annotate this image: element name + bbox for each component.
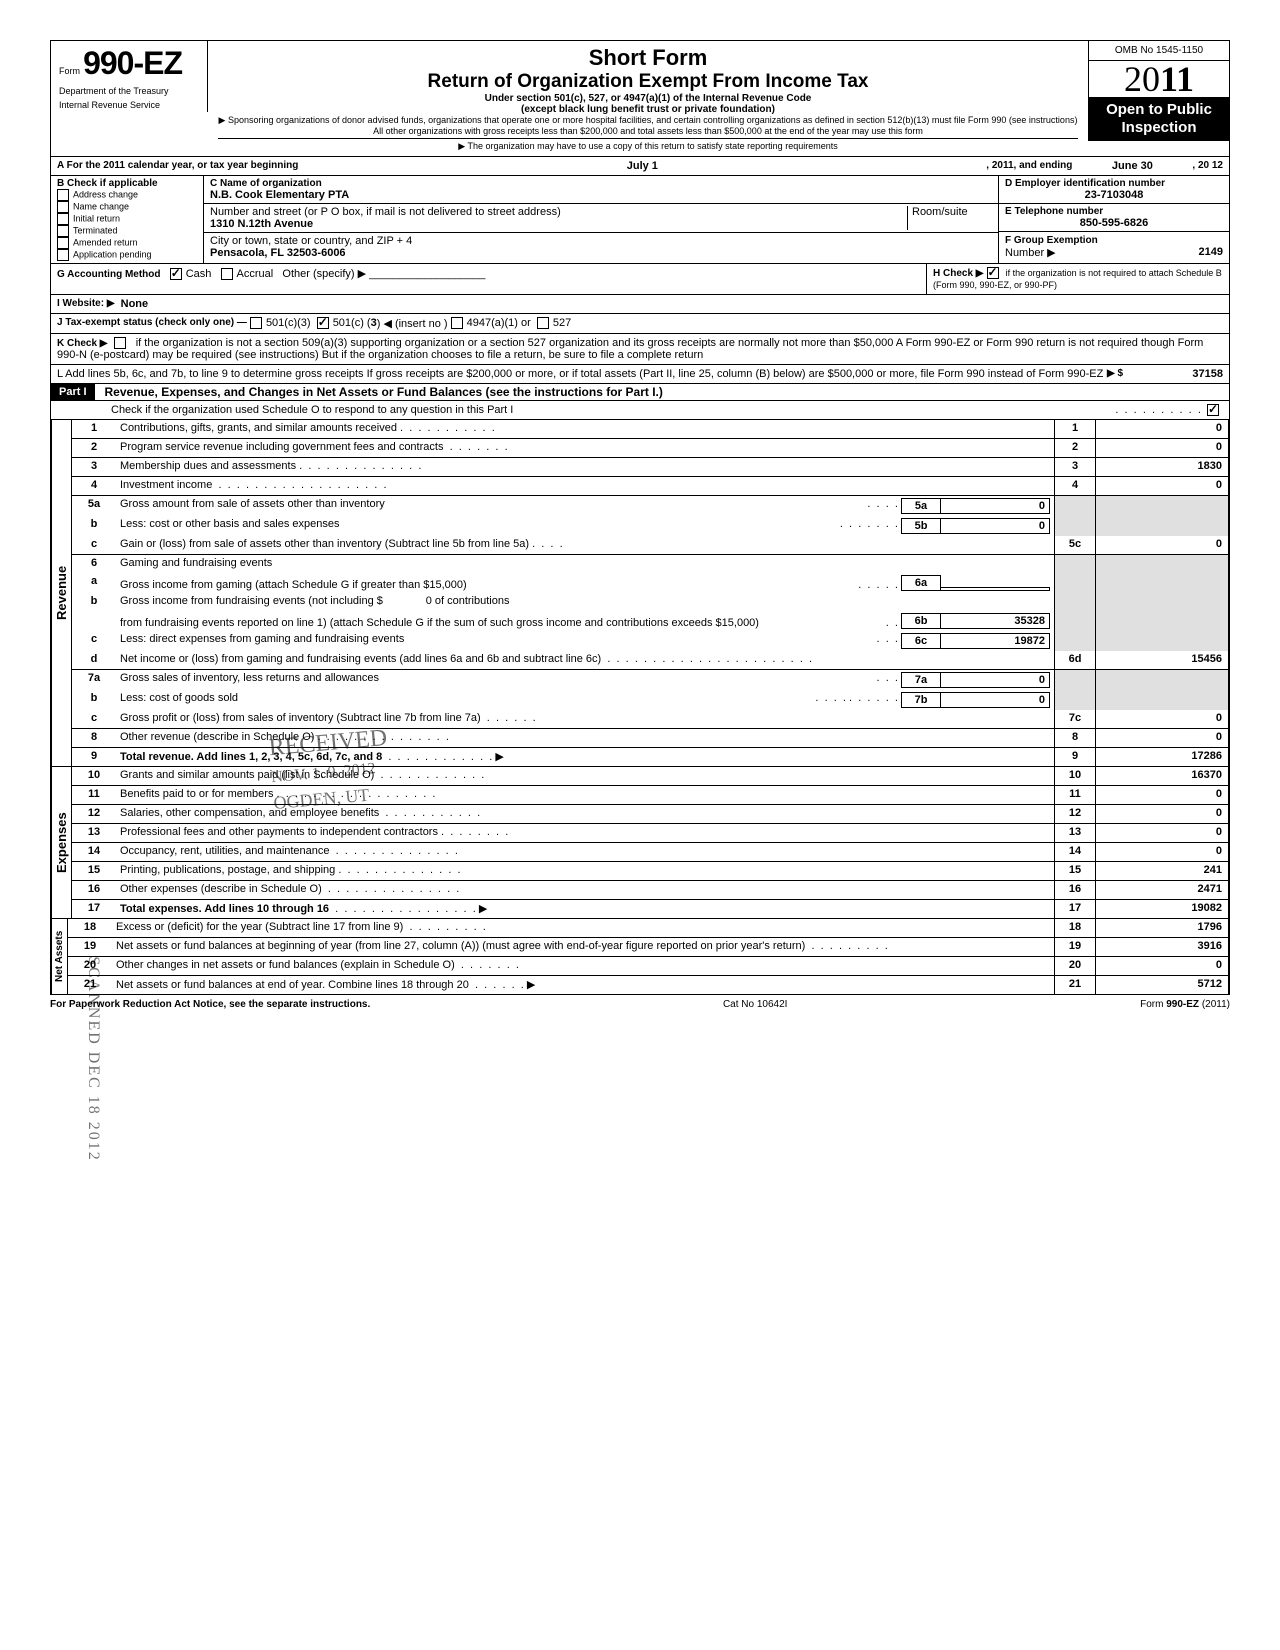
k-label: K Check ▶	[57, 338, 107, 349]
l-val: 37158	[1123, 368, 1223, 380]
l-text: L Add lines 5b, 6c, and 7b, to line 9 to…	[57, 368, 1107, 380]
k-text: if the organization is not a section 509…	[57, 337, 1203, 361]
expenses-section: Expenses 10Grants and similar amounts pa…	[50, 767, 1230, 919]
part1-check-row: Check if the organization used Schedule …	[50, 401, 1230, 420]
cat-no: Cat No 10642I	[723, 999, 788, 1010]
d-label: D Employer identification number	[1005, 178, 1223, 189]
a-end-year: , 20 12	[1192, 160, 1223, 172]
a-begin: July 1	[298, 160, 986, 172]
part1-title: Revenue, Expenses, and Changes in Net As…	[95, 385, 1229, 399]
form-prefix: Form	[59, 66, 80, 76]
cb-501c[interactable]	[317, 317, 329, 329]
title-short: Short Form	[218, 45, 1078, 71]
title-except: (except black lung benefit trust or priv…	[218, 104, 1078, 115]
paperwork: For Paperwork Reduction Act Notice, see …	[50, 999, 370, 1010]
col-b: B Check if applicable Address change Nam…	[51, 176, 204, 263]
dept-treasury: Department of the Treasury	[51, 84, 207, 98]
i-label: I Website: ▶	[57, 298, 115, 310]
cb-527[interactable]	[537, 317, 549, 329]
j-row: J Tax-exempt status (check only one) — 5…	[50, 314, 1230, 334]
open-public: Open to Public Inspection	[1089, 97, 1229, 141]
ein: 23-7103048	[1005, 189, 1223, 201]
col-c: C Name of organization N.B. Cook Element…	[204, 176, 999, 263]
cb-accrual[interactable]	[221, 268, 233, 280]
k-row: K Check ▶ if the organization is not a s…	[50, 334, 1230, 365]
i-row: I Website: ▶ None	[50, 295, 1230, 314]
cb-amended[interactable]	[57, 237, 69, 249]
title-main: Return of Organization Exempt From Incom…	[218, 71, 1078, 93]
a-label: A For the 2011 calendar year, or tax yea…	[57, 160, 298, 172]
e-label: E Telephone number	[1005, 206, 1223, 217]
right-box: OMB No 1545-1150 2011 Open to Public Ins…	[1088, 41, 1229, 141]
phone: 850-595-6826	[1005, 217, 1223, 229]
l-arrow: ▶ $	[1107, 368, 1123, 380]
org-addr: 1310 N.12th Avenue	[210, 218, 907, 230]
b-label: B Check if applicable	[57, 178, 197, 189]
bcd-block: B Check if applicable Address change Nam…	[50, 176, 1230, 264]
gh-row: G Accounting Method Cash Accrual Other (…	[50, 264, 1230, 295]
revenue-section: Revenue 1Contributions, gifts, grants, a…	[50, 420, 1230, 767]
cb-4947[interactable]	[451, 317, 463, 329]
f-num-label: Number ▶	[1005, 247, 1056, 259]
cb-pending[interactable]	[57, 249, 69, 261]
sponsor-note: ▶ Sponsoring organizations of donor advi…	[218, 115, 1078, 136]
form-header: Form 990-EZ Department of the Treasury I…	[50, 40, 1230, 157]
netassets-section: Net Assets 18Excess or (deficit) for the…	[50, 919, 1230, 995]
cb-part1[interactable]	[1207, 404, 1219, 416]
city-label: City or town, state or country, and ZIP …	[210, 235, 992, 247]
g-label: G Accounting Method	[57, 269, 161, 280]
org-city: Pensacola, FL 32503-6006	[210, 247, 992, 259]
cb-terminated[interactable]	[57, 225, 69, 237]
cb-cash[interactable]	[170, 268, 182, 280]
org-name: N.B. Cook Elementary PTA	[210, 189, 992, 201]
title-under: Under section 501(c), 527, or 4947(a)(1)…	[218, 93, 1078, 104]
part1-label: Part I	[51, 384, 95, 400]
footer: For Paperwork Reduction Act Notice, see …	[50, 995, 1230, 1010]
part1-check-text: Check if the organization used Schedule …	[111, 404, 1115, 416]
form-footer: Form 990-EZ (2011)	[1140, 999, 1230, 1010]
col-d: D Employer identification number 23-7103…	[999, 176, 1229, 263]
irs-label: Internal Revenue Service	[51, 98, 207, 112]
omb-number: OMB No 1545-1150	[1089, 41, 1229, 61]
l-row: L Add lines 5b, 6c, and 7b, to line 9 to…	[50, 365, 1230, 384]
cb-k[interactable]	[114, 337, 126, 349]
section-a-row: A For the 2011 calendar year, or tax yea…	[50, 157, 1230, 176]
cb-name[interactable]	[57, 201, 69, 213]
form-number: 990-EZ	[83, 45, 182, 81]
f-num: 2149	[1199, 246, 1223, 258]
f-label: F Group Exemption	[1005, 235, 1098, 246]
a-mid: , 2011, and ending	[986, 160, 1072, 172]
h-cell: H Check ▶ if the organization is not req…	[927, 264, 1229, 294]
cb-address[interactable]	[57, 189, 69, 201]
addr-label: Number and street (or P O box, if mail i…	[210, 206, 907, 218]
website: None	[121, 298, 149, 310]
vertical-revenue: Revenue	[51, 420, 71, 766]
cb-501c3[interactable]	[250, 317, 262, 329]
j-label: J Tax-exempt status (check only one) —	[57, 317, 247, 330]
cb-initial[interactable]	[57, 213, 69, 225]
g-other: Other (specify) ▶	[282, 268, 366, 280]
title-box: Short Form Return of Organization Exempt…	[208, 41, 1088, 156]
a-end: June 30	[1072, 160, 1192, 172]
vertical-netassets: Net Assets	[51, 919, 67, 994]
vertical-expenses: Expenses	[51, 767, 71, 918]
room-label: Room/suite	[907, 206, 992, 230]
c-label: C Name of organization	[210, 178, 992, 189]
copy-note: ▶ The organization may have to use a cop…	[218, 138, 1078, 152]
tax-year: 2011	[1089, 61, 1229, 97]
cb-h[interactable]	[987, 267, 999, 279]
part1-header-row: Part I Revenue, Expenses, and Changes in…	[50, 384, 1230, 401]
